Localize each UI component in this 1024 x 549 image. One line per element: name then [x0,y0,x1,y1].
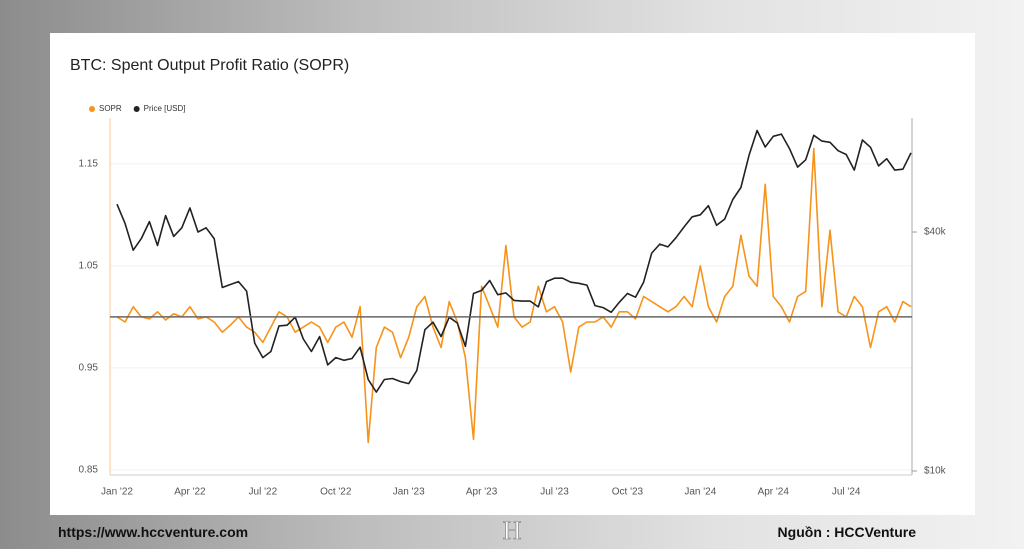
footer-source: Nguồn : HCCVenture [777,524,916,540]
footer-url: https://www.hccventure.com [58,524,249,540]
legend-label: SOPR [99,104,122,113]
svg-text:H: H [503,517,522,545]
y-tick-label: 1.15 [79,159,99,170]
y2-tick-label: $40k [924,227,947,238]
y-tick-label: 0.95 [79,363,99,374]
legend-marker [133,106,140,112]
chart-title: BTC: Spent Output Profit Ratio (SOPR) [70,57,349,74]
logo: H [502,517,522,545]
series-line [116,147,912,444]
chart: BTC: Spent Output Profit Ratio (SOPR) 0.… [70,57,947,498]
x-tick-label: Apr '23 [466,487,498,498]
x-tick-label: Jul '24 [832,487,861,498]
chart-card: BTC: Spent Output Profit Ratio (SOPR) 0.… [50,33,975,515]
legend-label: Price [USD] [144,104,186,113]
x-tick-label: Apr '24 [758,487,790,498]
series-line [116,129,912,393]
x-tick-label: Jan '22 [101,487,133,498]
x-tick-label: Apr '22 [174,487,206,498]
legend-marker [89,106,95,112]
x-tick-label: Oct '23 [612,487,644,498]
x-tick-label: Jan '23 [393,487,425,498]
y2-tick-label: $10k [924,466,947,477]
y-tick-label: 1.05 [79,261,99,272]
x-tick-label: Jan '24 [684,487,716,498]
x-tick-label: Oct '22 [320,487,352,498]
x-tick-label: Jul '23 [540,487,569,498]
y-tick-label: 0.85 [79,465,99,476]
x-tick-label: Jul '22 [249,487,278,498]
